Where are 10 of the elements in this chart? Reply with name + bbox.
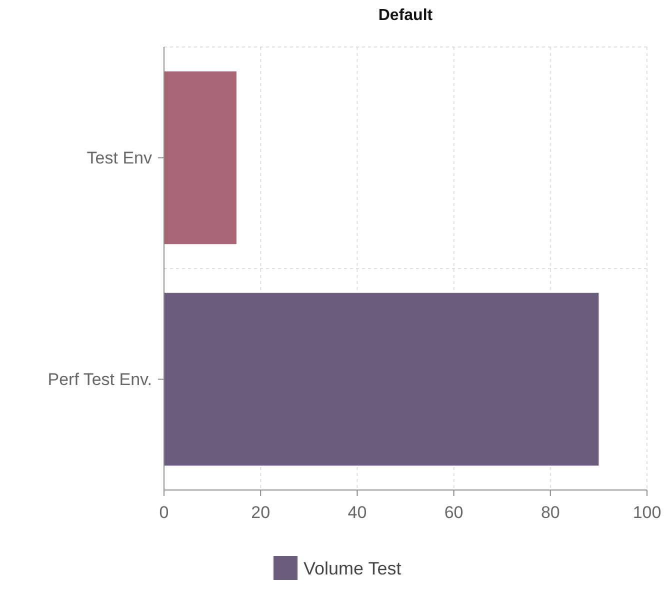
x-tick-label: 40 — [348, 503, 367, 522]
chart-title: Default — [378, 7, 434, 24]
x-tick-label: 20 — [251, 503, 270, 522]
x-tick-label: 0 — [159, 503, 169, 522]
y-tick-label: Test Env — [86, 148, 152, 168]
legend-label: Volume Test — [304, 558, 402, 578]
y-tick-label: Perf Test Env. — [48, 370, 152, 390]
x-tick-label: 100 — [632, 503, 662, 522]
x-tick-label: 80 — [540, 503, 560, 522]
x-tick-label: 60 — [444, 503, 464, 522]
